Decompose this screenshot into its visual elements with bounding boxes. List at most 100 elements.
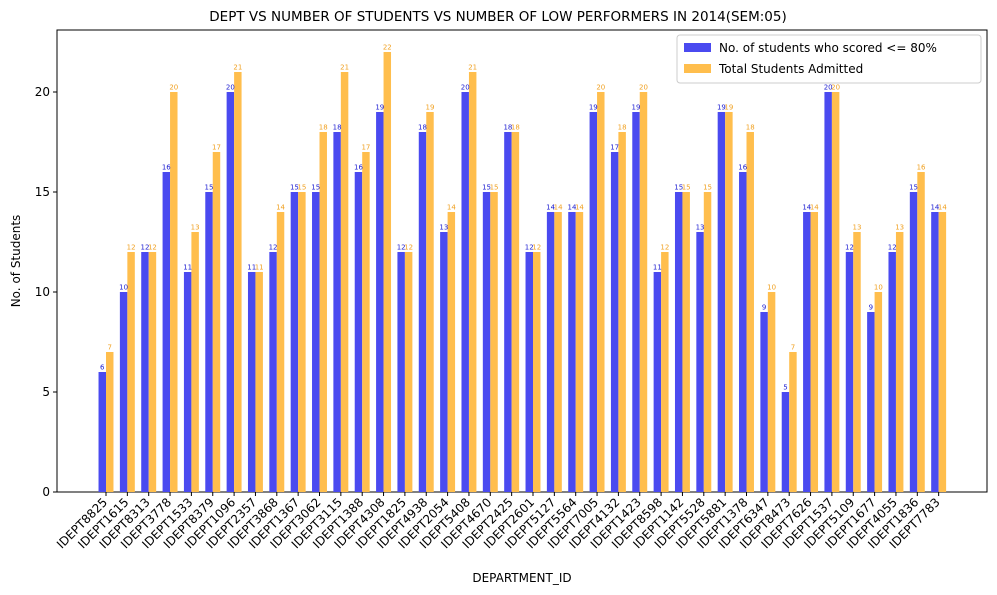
bar-total-admitted [127,252,135,492]
data-label-low-performers: 15 [482,184,491,192]
data-label-total-admitted: 12 [127,244,136,252]
data-label-total-admitted: 15 [490,184,499,192]
bar-total-admitted [511,132,520,492]
data-label-low-performers: 12 [888,244,897,252]
bar-low-performers [909,192,918,492]
data-label-low-performers: 16 [738,164,747,172]
bar-total-admitted [362,152,370,492]
bar-total-admitted [340,72,349,492]
data-label-total-admitted: 18 [746,124,755,132]
data-label-low-performers: 12 [269,244,278,252]
bar-low-performers [333,132,341,492]
bar-low-performers [824,92,832,492]
data-label-low-performers: 18 [418,124,427,132]
data-label-total-admitted: 20 [169,84,178,92]
data-label-total-admitted: 17 [361,144,370,152]
data-label-total-admitted: 19 [724,104,733,112]
data-label-low-performers: 5 [783,384,787,392]
legend: No. of students who scored <= 80% Total S… [676,34,982,84]
data-label-total-admitted: 10 [874,284,883,292]
data-label-low-performers: 19 [632,104,641,112]
bar-low-performers [226,92,235,492]
bar-total-admitted [789,352,797,492]
bar-total-admitted [853,232,861,492]
bar-low-performers [162,172,171,492]
bar-total-admitted [746,132,754,492]
data-label-low-performers: 20 [461,84,470,92]
data-label-total-admitted: 22 [383,44,392,52]
bar-total-admitted [298,192,306,492]
data-label-total-admitted: 14 [575,204,584,212]
bar-low-performers [504,132,512,492]
data-label-total-admitted: 14 [938,204,947,212]
bar-total-admitted [554,212,562,492]
bar-total-admitted [895,232,904,492]
bar-low-performers [888,252,896,492]
bar-total-admitted [703,192,712,492]
bar-total-admitted [725,112,733,492]
data-label-total-admitted: 19 [426,104,435,112]
bar-low-performers [632,112,640,492]
data-label-total-admitted: 14 [276,204,285,212]
bar-low-performers [568,212,576,492]
y-tick-label: 5 [42,385,50,399]
bar-low-performers [183,272,192,492]
data-label-total-admitted: 18 [618,124,627,132]
data-label-low-performers: 15 [674,184,683,192]
data-label-low-performers: 15 [290,184,299,192]
bar-low-performers [696,232,704,492]
legend-label: No. of students who scored <= 80% [719,41,937,55]
bar-low-performers [418,132,427,492]
data-label-low-performers: 20 [824,84,833,92]
data-label-total-admitted: 7 [791,344,795,352]
legend-swatch [684,43,711,52]
data-label-total-admitted: 15 [703,184,712,192]
data-label-total-admitted: 12 [660,244,669,252]
bar-total-admitted [874,292,883,492]
data-label-low-performers: 15 [205,184,214,192]
data-label-low-performers: 12 [525,244,534,252]
bar-total-admitted [106,352,114,492]
data-label-low-performers: 6 [100,364,105,372]
bar-total-admitted [234,72,242,492]
bar-low-performers [461,92,469,492]
bar-total-admitted [148,252,157,492]
bar-low-performers [482,192,491,492]
bar-total-admitted [212,152,221,492]
legend-box [676,34,982,84]
data-label-low-performers: 13 [439,224,448,232]
bar-total-admitted [404,252,413,492]
data-label-low-performers: 9 [762,304,766,312]
bar-total-admitted [170,92,178,492]
bar-low-performers [312,192,320,492]
data-label-low-performers: 14 [546,204,555,212]
data-label-low-performers: 16 [162,164,171,172]
bar-low-performers [546,212,555,492]
bar-low-performers [803,212,811,492]
data-label-total-admitted: 18 [511,124,520,132]
bar-total-admitted [682,192,690,492]
data-label-total-admitted: 21 [340,64,349,72]
bar-total-admitted [575,212,584,492]
bar-low-performers [141,252,149,492]
data-label-total-admitted: 14 [810,204,819,212]
data-label-low-performers: 12 [141,244,150,252]
bar-low-performers [119,292,128,492]
bar-low-performers [781,392,790,492]
bar-low-performers [931,212,939,492]
data-label-low-performers: 20 [226,84,235,92]
data-label-total-admitted: 21 [468,64,477,72]
bar-total-admitted [490,192,498,492]
y-tick-label: 20 [35,85,50,99]
y-axis-label: No. of Students [9,215,23,308]
data-label-low-performers: 16 [354,164,363,172]
bar-low-performers [717,112,726,492]
data-label-total-admitted: 12 [148,244,157,252]
bar-low-performers [440,232,448,492]
data-label-total-admitted: 16 [917,164,926,172]
chart-title: DEPT VS NUMBER OF STUDENTS VS NUMBER OF … [209,9,786,25]
bar-total-admitted [533,252,541,492]
bar-total-admitted [191,232,199,492]
